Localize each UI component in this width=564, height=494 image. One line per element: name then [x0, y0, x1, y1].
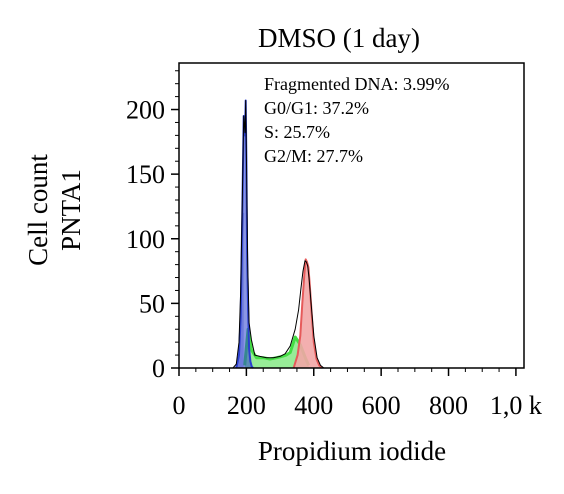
plot-frame [178, 62, 525, 369]
y-tick-label: 200 [126, 96, 165, 125]
annotation-fragmented-dna: Fragmented DNA: 3.99% [264, 74, 449, 94]
series-area-g0-g1 [236, 100, 254, 368]
phase-percentages: Fragmented DNA: 3.99% G0/G1: 37.2% S: 25… [264, 74, 449, 166]
annotation-g0-g1: G0/G1: 37.2% [264, 98, 369, 118]
y-axis-label-line-2: PNTA1 [56, 169, 86, 251]
histogram-outline [232, 100, 325, 369]
y-axis: 0 50 100 150 200 [126, 70, 179, 383]
x-tick-label: 800 [429, 391, 468, 420]
x-tick-label: 400 [294, 391, 333, 420]
annotation-s-phase: S: 25.7% [264, 122, 330, 142]
y-tick-label: 0 [152, 354, 165, 383]
y-axis-label-line-1: Cell count [23, 154, 53, 266]
plot-area [232, 99, 325, 369]
y-tick-label: 50 [139, 289, 165, 318]
series-area-g2-m [293, 259, 323, 368]
x-tick-label: 1,0 k [490, 391, 542, 420]
x-tick-label: 200 [227, 391, 266, 420]
y-tick-label: 100 [126, 225, 165, 254]
x-axis: 0 200 400 600 800 1,0 k [173, 368, 542, 420]
x-tick-label: 600 [362, 391, 401, 420]
y-tick-label: 150 [126, 160, 165, 189]
x-axis-label: Propidium iodide [258, 436, 446, 466]
chart-title: DMSO (1 day) [258, 23, 420, 53]
annotation-g2-m: G2/M: 27.7% [264, 146, 363, 166]
x-tick-label: 0 [173, 391, 186, 420]
